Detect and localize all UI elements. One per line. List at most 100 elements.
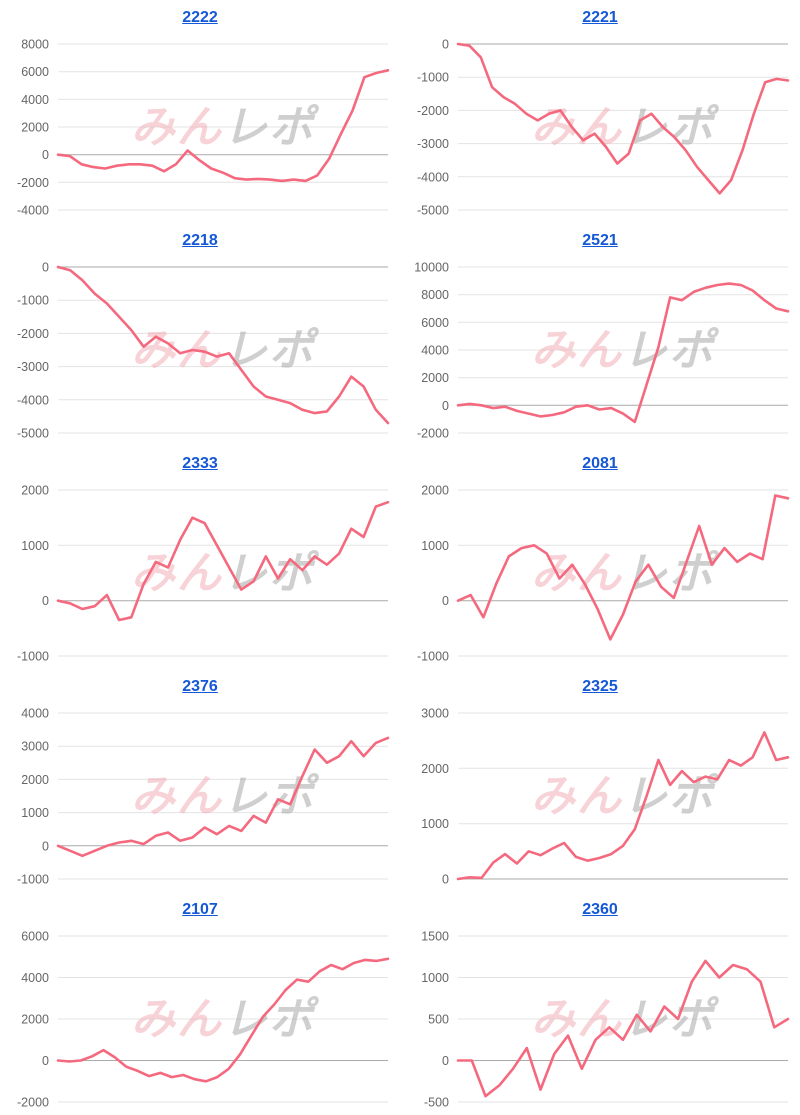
svg-text:10000: 10000 xyxy=(414,261,449,275)
svg-text:-1000: -1000 xyxy=(17,650,49,664)
svg-text:-1000: -1000 xyxy=(17,873,49,887)
svg-text:-4000: -4000 xyxy=(17,393,49,407)
svg-text:0: 0 xyxy=(442,873,449,887)
svg-text:-3000: -3000 xyxy=(417,137,449,151)
svg-text:0: 0 xyxy=(42,261,49,275)
svg-text:-2000: -2000 xyxy=(17,327,49,341)
chart-title-row: 2521 xyxy=(400,229,800,255)
svg-text:-1000: -1000 xyxy=(417,71,449,85)
svg-text:みんレポ: みんレポ xyxy=(131,325,320,376)
svg-text:2000: 2000 xyxy=(21,1013,49,1027)
chart-title-row: 2107 xyxy=(0,898,400,924)
svg-text:0: 0 xyxy=(42,148,49,162)
chart-title-link[interactable]: 2360 xyxy=(582,901,618,918)
svg-text:0: 0 xyxy=(42,594,49,608)
svg-text:2000: 2000 xyxy=(21,484,49,498)
chart-title-row: 2218 xyxy=(0,229,400,255)
chart-title-row: 2360 xyxy=(400,898,800,924)
svg-text:みんレポ: みんレポ xyxy=(131,102,320,153)
svg-text:みんレポ: みんレポ xyxy=(531,548,720,599)
svg-text:みんレポ: みんレポ xyxy=(131,771,320,822)
chart-cell: 2333 2000 1000 0 -1000 みんレポ xyxy=(0,446,400,669)
svg-text:0: 0 xyxy=(42,1054,49,1068)
svg-text:1000: 1000 xyxy=(21,806,49,820)
svg-text:1500: 1500 xyxy=(421,930,449,944)
svg-text:みんレポ: みんレポ xyxy=(531,994,720,1045)
svg-text:0: 0 xyxy=(442,1054,449,1068)
svg-text:8000: 8000 xyxy=(421,288,449,302)
svg-text:1000: 1000 xyxy=(421,817,449,831)
chart-cell: 2081 2000 1000 0 -1000 みんレポ xyxy=(400,446,800,669)
chart-title-row: 2325 xyxy=(400,675,800,701)
svg-text:-1000: -1000 xyxy=(417,650,449,664)
svg-text:-500: -500 xyxy=(424,1096,449,1110)
line-chart: 10000 8000 6000 4000 2000 0 -2000 みんレポ xyxy=(414,261,790,441)
line-chart: 4000 3000 2000 1000 0 -1000 みんレポ xyxy=(17,707,390,887)
svg-text:6000: 6000 xyxy=(421,316,449,330)
chart-cell: 2222 8000 6000 4000 2000 0 -2000 -4000 みんレポ xyxy=(0,0,400,223)
svg-text:-3000: -3000 xyxy=(17,360,49,374)
line-chart: 2000 1000 0 -1000 みんレポ xyxy=(17,484,390,664)
svg-text:4000: 4000 xyxy=(21,707,49,721)
chart-title-link[interactable]: 2107 xyxy=(182,901,218,918)
svg-text:0: 0 xyxy=(442,594,449,608)
svg-text:8000: 8000 xyxy=(21,38,49,52)
svg-text:みんレポ: みんレポ xyxy=(131,548,320,599)
chart-title-row: 2222 xyxy=(0,6,400,32)
chart-cell: 2360 1500 1000 500 0 -500 みんレポ xyxy=(400,892,800,1115)
svg-text:1000: 1000 xyxy=(421,539,449,553)
line-chart: 3000 2000 1000 0 みんレポ xyxy=(421,707,790,887)
chart-title-row: 2333 xyxy=(0,452,400,478)
chart-title-link[interactable]: 2376 xyxy=(182,678,218,695)
svg-text:みんレポ: みんレポ xyxy=(531,325,720,376)
svg-text:500: 500 xyxy=(428,1013,449,1027)
svg-text:-4000: -4000 xyxy=(17,204,49,218)
chart-title-link[interactable]: 2081 xyxy=(582,455,618,472)
svg-text:-4000: -4000 xyxy=(417,170,449,184)
chart-title-link[interactable]: 2333 xyxy=(182,455,218,472)
chart-title-link[interactable]: 2521 xyxy=(582,232,618,249)
chart-cell: 2221 0 -1000 -2000 -3000 -4000 -5000 みんレポ xyxy=(400,0,800,223)
svg-text:4000: 4000 xyxy=(421,344,449,358)
chart-title-link[interactable]: 2218 xyxy=(182,232,218,249)
svg-text:みんレポ: みんレポ xyxy=(531,771,720,822)
chart-title-link[interactable]: 2221 xyxy=(582,9,618,26)
chart-cell: 2107 6000 4000 2000 0 -2000 みんレポ xyxy=(0,892,400,1115)
svg-text:-2000: -2000 xyxy=(17,1096,49,1110)
svg-text:-5000: -5000 xyxy=(417,204,449,218)
line-chart: 0 -1000 -2000 -3000 -4000 -5000 みんレポ xyxy=(17,261,390,441)
svg-text:-2000: -2000 xyxy=(17,176,49,190)
svg-text:-1000: -1000 xyxy=(17,294,49,308)
svg-text:1000: 1000 xyxy=(21,539,49,553)
svg-text:4000: 4000 xyxy=(21,93,49,107)
svg-text:0: 0 xyxy=(42,839,49,853)
line-chart: 8000 6000 4000 2000 0 -2000 -4000 みんレポ xyxy=(17,38,390,218)
svg-text:2000: 2000 xyxy=(21,121,49,135)
svg-text:6000: 6000 xyxy=(21,65,49,79)
line-chart: 6000 4000 2000 0 -2000 みんレポ xyxy=(17,930,390,1110)
svg-text:0: 0 xyxy=(442,399,449,413)
chart-title-row: 2221 xyxy=(400,6,800,32)
svg-text:2000: 2000 xyxy=(21,773,49,787)
svg-text:3000: 3000 xyxy=(421,707,449,721)
svg-text:-2000: -2000 xyxy=(417,104,449,118)
svg-text:3000: 3000 xyxy=(21,740,49,754)
line-chart: 2000 1000 0 -1000 みんレポ xyxy=(417,484,790,664)
svg-text:みんレポ: みんレポ xyxy=(131,994,320,1045)
chart-title-row: 2081 xyxy=(400,452,800,478)
chart-cell: 2325 3000 2000 1000 0 みんレポ xyxy=(400,669,800,892)
svg-text:2000: 2000 xyxy=(421,484,449,498)
line-chart: 1500 1000 500 0 -500 みんレポ xyxy=(421,930,790,1110)
chart-cell: 2521 10000 8000 6000 4000 2000 0 -2000 みんレポ xyxy=(400,223,800,446)
chart-title-link[interactable]: 2222 xyxy=(182,9,218,26)
svg-text:1000: 1000 xyxy=(421,971,449,985)
svg-text:-2000: -2000 xyxy=(417,427,449,441)
chart-title-row: 2376 xyxy=(0,675,400,701)
chart-title-link[interactable]: 2325 xyxy=(582,678,618,695)
svg-text:-5000: -5000 xyxy=(17,427,49,441)
svg-text:0: 0 xyxy=(442,38,449,52)
svg-text:2000: 2000 xyxy=(421,762,449,776)
